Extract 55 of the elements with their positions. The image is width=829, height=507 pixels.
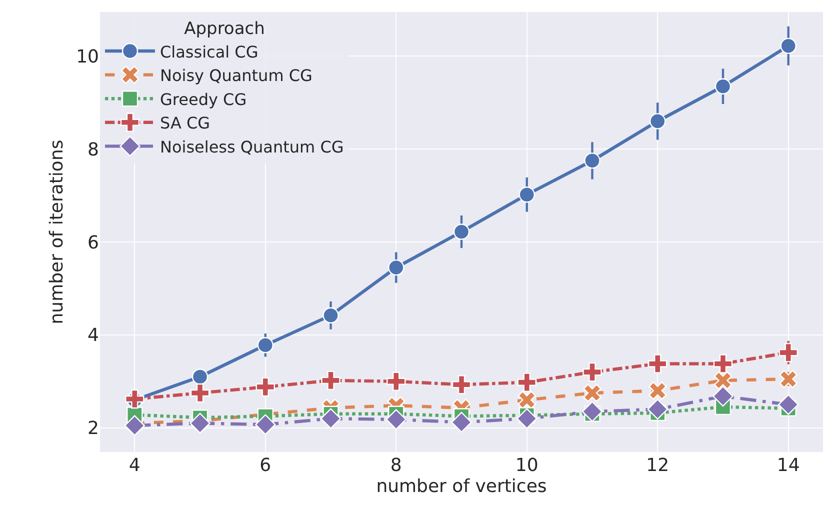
point [124, 415, 145, 436]
point [452, 375, 472, 394]
point [517, 372, 536, 392]
point [650, 113, 666, 130]
point [779, 370, 798, 388]
point [451, 412, 472, 433]
y-axis-title: number of iterations [46, 140, 68, 324]
point [388, 259, 404, 276]
point [582, 401, 603, 422]
point [584, 152, 600, 169]
point [713, 354, 733, 374]
point [647, 398, 668, 420]
point [582, 362, 602, 382]
point [780, 38, 796, 54]
point [386, 409, 406, 430]
x-tick-label: 12 [646, 455, 670, 476]
point [320, 408, 342, 429]
point [190, 412, 210, 434]
x-tick-label: 4 [128, 455, 140, 476]
point [583, 384, 602, 402]
x-tick-label: 14 [776, 455, 800, 476]
point [453, 224, 470, 240]
point [778, 342, 798, 362]
x-tick-label: 6 [260, 455, 272, 476]
point [386, 372, 406, 391]
point [518, 390, 536, 410]
point [648, 382, 667, 400]
x-axis-title: number of vertices [376, 476, 547, 498]
x-tick-label: 8 [390, 455, 402, 476]
point [256, 377, 275, 397]
y-tick-label: 6 [88, 232, 99, 254]
legend-label: Greedy CG [160, 90, 247, 109]
point [321, 370, 340, 390]
point [714, 78, 732, 94]
legend-title: Approach [184, 19, 265, 40]
y-tick-label: 2 [88, 418, 99, 440]
point [516, 408, 538, 429]
legend-label: Noiseless Quantum CG [160, 137, 344, 156]
legend-label: SA CG [160, 114, 210, 133]
legend-label: Noisy Quantum CG [160, 66, 312, 86]
point [648, 354, 668, 374]
point [257, 337, 274, 354]
point [518, 186, 535, 203]
point [192, 368, 208, 385]
point [712, 386, 734, 407]
y-tick-label: 8 [88, 139, 99, 160]
point [322, 307, 339, 324]
legend-label: Classical CG [160, 42, 258, 62]
point [255, 414, 276, 435]
point [778, 394, 799, 415]
y-tick-label: 10 [76, 46, 99, 68]
x-tick-label: 10 [515, 455, 538, 476]
point [190, 383, 210, 403]
y-tick-label: 4 [88, 325, 99, 346]
point [714, 371, 732, 390]
